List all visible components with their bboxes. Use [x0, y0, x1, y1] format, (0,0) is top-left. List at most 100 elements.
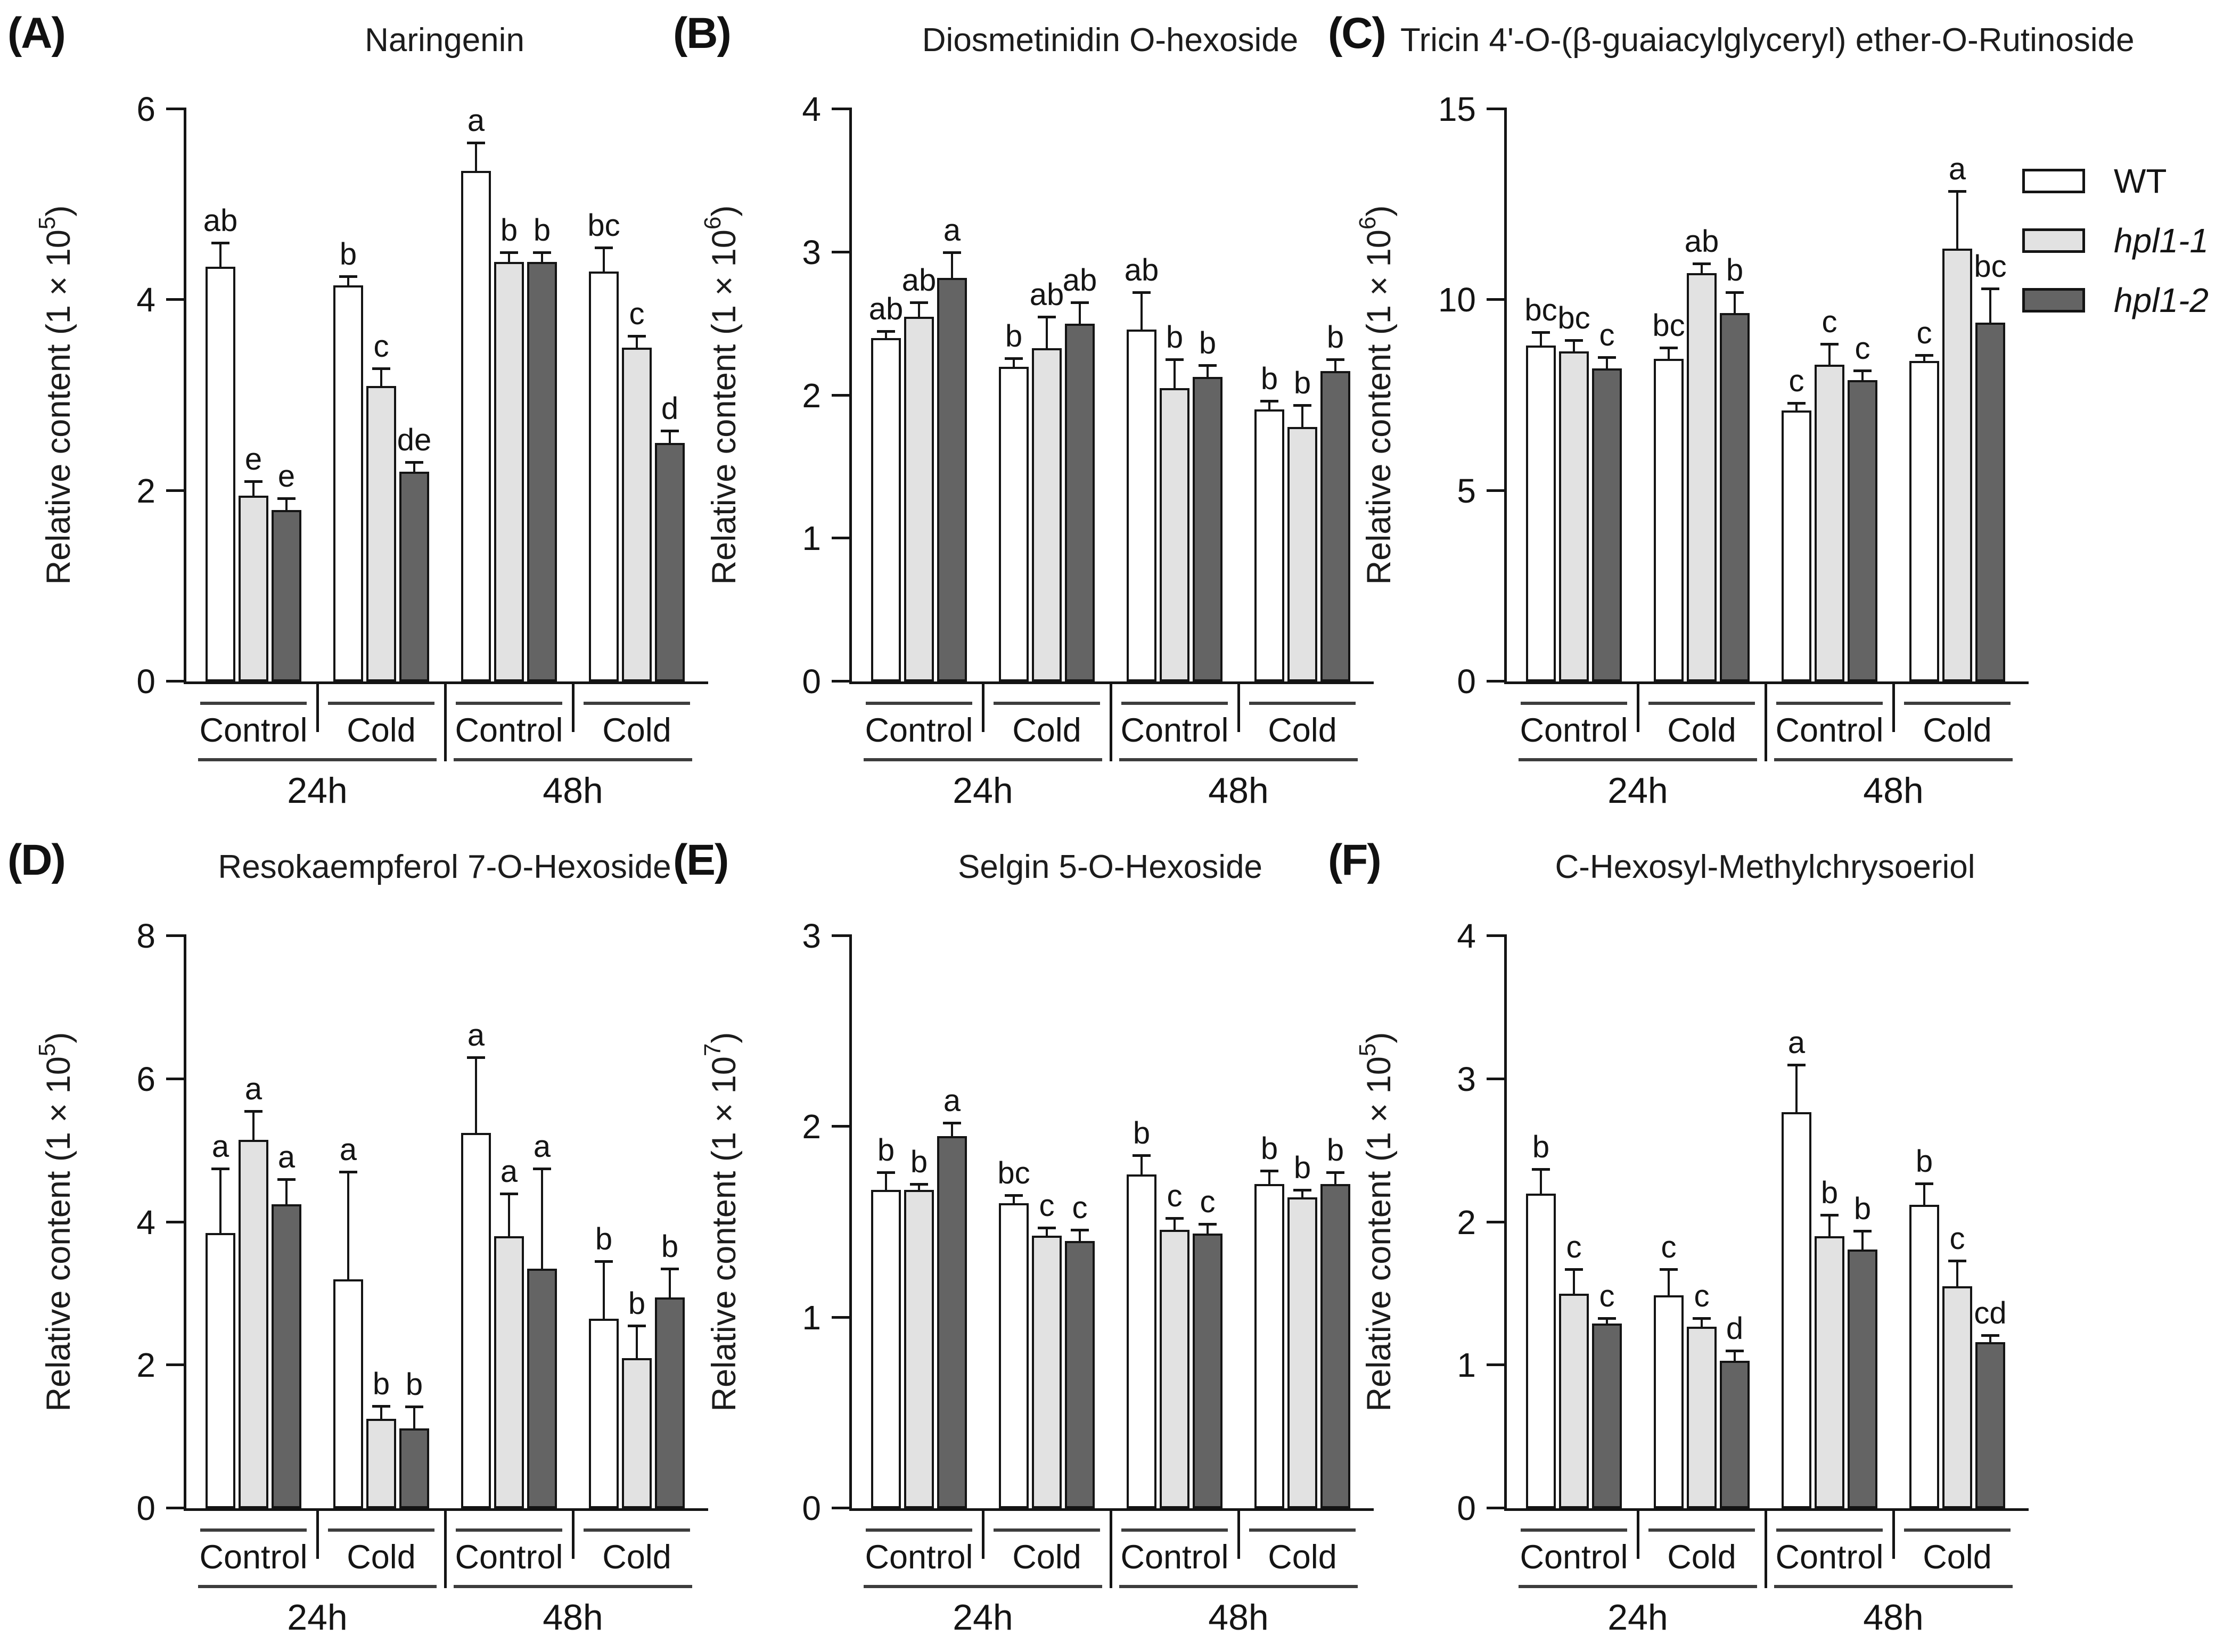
bar-hpl1-2-Cold-48h: [1320, 1183, 1350, 1508]
bar-WT-Control-24h: [871, 1189, 901, 1508]
significance-letter: a: [467, 1018, 485, 1053]
condition-label: Control: [1120, 1539, 1229, 1576]
error-bar-cap: [943, 1122, 961, 1125]
y-tick-mark: [1487, 1507, 1507, 1509]
chart-title-selgin: Selgin 5-O-Hexoside: [957, 849, 1263, 885]
error-bar-cap: [628, 1325, 646, 1328]
error-bar-cap: [1820, 342, 1839, 346]
error-bar-cap: [1133, 291, 1151, 294]
y-tick-label: 1: [1457, 1346, 1476, 1385]
significance-letter: b: [910, 1144, 928, 1179]
bar-hpl1-1-Control-24h: [1559, 1293, 1589, 1508]
significance-letter: b: [661, 1229, 679, 1264]
bar-WT-Control-24h: [871, 338, 901, 681]
condition-label: Cold: [1923, 712, 1992, 749]
error-bar: [1861, 370, 1864, 381]
error-bar: [1828, 343, 1831, 366]
significance-letter: c: [1821, 304, 1837, 339]
panel-resokaempferol: (D) Resokaempferol 7-O-Hexoside Relative…: [0, 827, 708, 1652]
time-label: 48h: [543, 770, 603, 811]
significance-letter: c: [1072, 1190, 1088, 1225]
error-bar: [252, 481, 255, 497]
bar-hpl1-1-Cold-48h: [622, 347, 652, 681]
error-bar-cap: [244, 480, 262, 483]
y-tick-label: 2: [136, 471, 155, 510]
error-bar-cap: [877, 330, 895, 333]
y-tick-mark: [1487, 680, 1507, 683]
y-tick-mark: [166, 680, 186, 683]
error-bar: [603, 1261, 605, 1320]
bar-WT-Cold-48h: [1909, 1205, 1939, 1508]
error-bar-cap: [1915, 1182, 1933, 1185]
group-underline: [1904, 702, 2011, 705]
bar-hpl1-1-Control-48h: [1815, 365, 1844, 681]
time-label: 24h: [287, 1597, 348, 1638]
error-bar-cap: [1038, 1227, 1056, 1230]
error-bar-cap: [339, 1171, 357, 1174]
bar-WT-Control-48h: [1782, 1112, 1811, 1508]
condition-label: Cold: [1012, 1539, 1081, 1576]
error-bar-cap: [1038, 315, 1056, 318]
error-bar: [669, 430, 671, 445]
error-bar-cap: [1948, 1260, 1966, 1263]
y-tick-mark: [166, 1507, 186, 1509]
axis-divider-tick: [982, 681, 984, 732]
y-axis-label-close: ): [705, 1032, 743, 1043]
time-label: 48h: [1863, 1597, 1924, 1638]
error-bar-cap: [372, 1404, 390, 1408]
bar-WT-Cold-24h: [333, 285, 363, 681]
significance-letter: c: [373, 329, 389, 364]
error-bar-cap: [1326, 358, 1344, 361]
significance-letter: b: [372, 1366, 390, 1401]
error-bar: [1734, 1351, 1736, 1362]
bar-hpl1-2-Control-24h: [937, 1136, 967, 1508]
error-bar: [508, 1193, 510, 1238]
y-tick-mark: [166, 1220, 186, 1223]
error-bar-cap: [1166, 358, 1184, 361]
bar-hpl1-1-Control-24h: [239, 1139, 268, 1508]
error-bar-cap: [1199, 364, 1217, 367]
error-bar-cap: [500, 251, 518, 254]
time-underline: [454, 1585, 692, 1588]
bar-hpl1-1-Cold-48h: [1287, 1197, 1317, 1508]
significance-letter: a: [244, 1072, 262, 1107]
panel-hexosyl-methylchrysoeriol: (F) C-Hexosyl-Methylchrysoeriol Relative…: [1320, 827, 2240, 1652]
axis-divider-tick: [444, 681, 447, 761]
error-bar-cap: [1981, 1334, 1999, 1337]
significance-letter: b: [628, 1286, 646, 1321]
bar-hpl1-2-Control-48h: [527, 1268, 557, 1508]
error-bar: [380, 368, 382, 387]
time-underline: [864, 1585, 1102, 1588]
condition-label: Cold: [347, 712, 416, 749]
error-bar: [885, 1172, 887, 1191]
y-tick-mark: [1487, 934, 1507, 937]
condition-label: Cold: [1667, 712, 1736, 749]
y-tick-label: 0: [1457, 1489, 1476, 1527]
error-bar: [1079, 1229, 1081, 1243]
y-tick-label: 4: [1457, 917, 1476, 955]
group-underline: [328, 702, 434, 705]
group-underline: [1121, 702, 1228, 705]
y-tick-mark: [166, 934, 186, 937]
error-bar-cap: [1293, 1188, 1311, 1191]
legend-item-hpl1-1: hpl1-1: [2022, 224, 2209, 258]
error-bar-cap: [1598, 1317, 1616, 1320]
error-bar: [347, 276, 349, 287]
error-bar-cap: [1693, 1317, 1711, 1320]
significance-letter: cd: [1974, 1295, 2007, 1330]
error-bar: [285, 1179, 288, 1205]
significance-letter: bc: [1557, 300, 1590, 335]
error-bar-cap: [1820, 1214, 1839, 1217]
error-bar: [285, 498, 288, 511]
significance-letter: c: [1661, 1230, 1677, 1265]
bar-hpl1-2-Control-24h: [1592, 1324, 1622, 1508]
legend-item-hpl1-2: hpl1-2: [2022, 283, 2209, 317]
error-bar-cap: [1726, 291, 1744, 294]
significance-letter: c: [1599, 317, 1615, 352]
significance-letter: ab: [1029, 277, 1064, 312]
significance-letter: e: [244, 441, 262, 476]
error-bar: [1734, 292, 1736, 315]
error-bar: [603, 247, 605, 273]
y-tick-mark: [832, 1125, 852, 1128]
significance-letter: c: [1916, 316, 1932, 351]
